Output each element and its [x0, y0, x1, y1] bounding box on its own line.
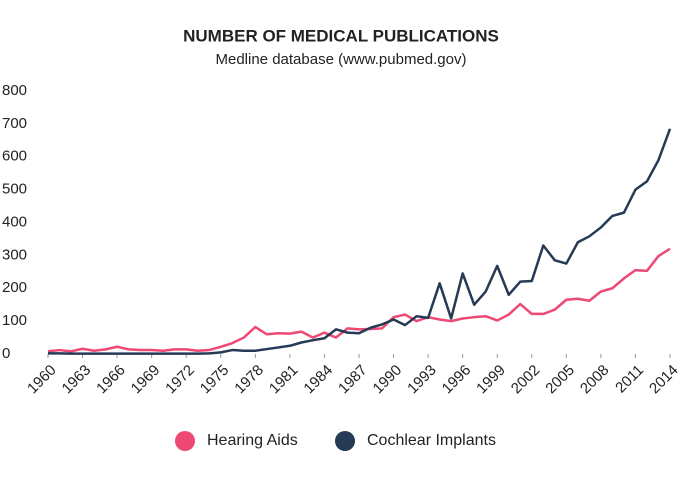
chart-title: NUMBER OF MEDICAL PUBLICATIONS: [183, 26, 499, 45]
x-tick-label: 2005: [542, 362, 578, 398]
y-tick-label: 200: [2, 279, 27, 296]
y-tick-label: 500: [2, 181, 27, 198]
x-tick-label: 1978: [231, 362, 267, 398]
x-tick-label: 1999: [473, 362, 509, 398]
chart-subtitle: Medline database (www.pubmed.gov): [216, 51, 467, 68]
x-tick-label: 1993: [404, 362, 440, 398]
x-tick-label: 1960: [24, 362, 60, 398]
y-tick-label: 800: [2, 82, 27, 99]
legend-marker: [175, 431, 195, 451]
y-tick-label: 100: [2, 312, 27, 329]
x-tick-label: 1972: [162, 362, 198, 398]
y-tick-label: 300: [2, 246, 27, 263]
legend-label: Hearing Aids: [207, 432, 298, 449]
legend-label: Cochlear Implants: [367, 432, 496, 449]
legend-marker: [335, 431, 355, 451]
x-tick-label: 1987: [335, 362, 371, 398]
y-tick-label: 700: [2, 115, 27, 132]
x-tick-label: 1975: [197, 362, 233, 398]
series-line: [48, 128, 672, 355]
x-tick-label: 1969: [128, 362, 164, 398]
y-tick-label: 600: [2, 148, 27, 165]
x-tick-label: 1996: [439, 362, 475, 398]
x-tick-label: 2011: [612, 362, 647, 397]
x-tick-label: 2002: [508, 362, 544, 398]
y-tick-label: 0: [2, 345, 10, 362]
y-tick-label: 400: [2, 213, 27, 230]
x-tick-label: 1984: [300, 362, 336, 398]
x-tick-label: 2008: [577, 362, 613, 398]
x-tick-label: 2014: [646, 362, 682, 398]
x-tick-label: 1990: [370, 362, 406, 398]
x-tick-label: 1981: [266, 362, 302, 398]
x-tick-label: 1963: [59, 362, 95, 398]
x-tick-label: 1966: [93, 362, 129, 398]
series-line: [47, 247, 671, 353]
